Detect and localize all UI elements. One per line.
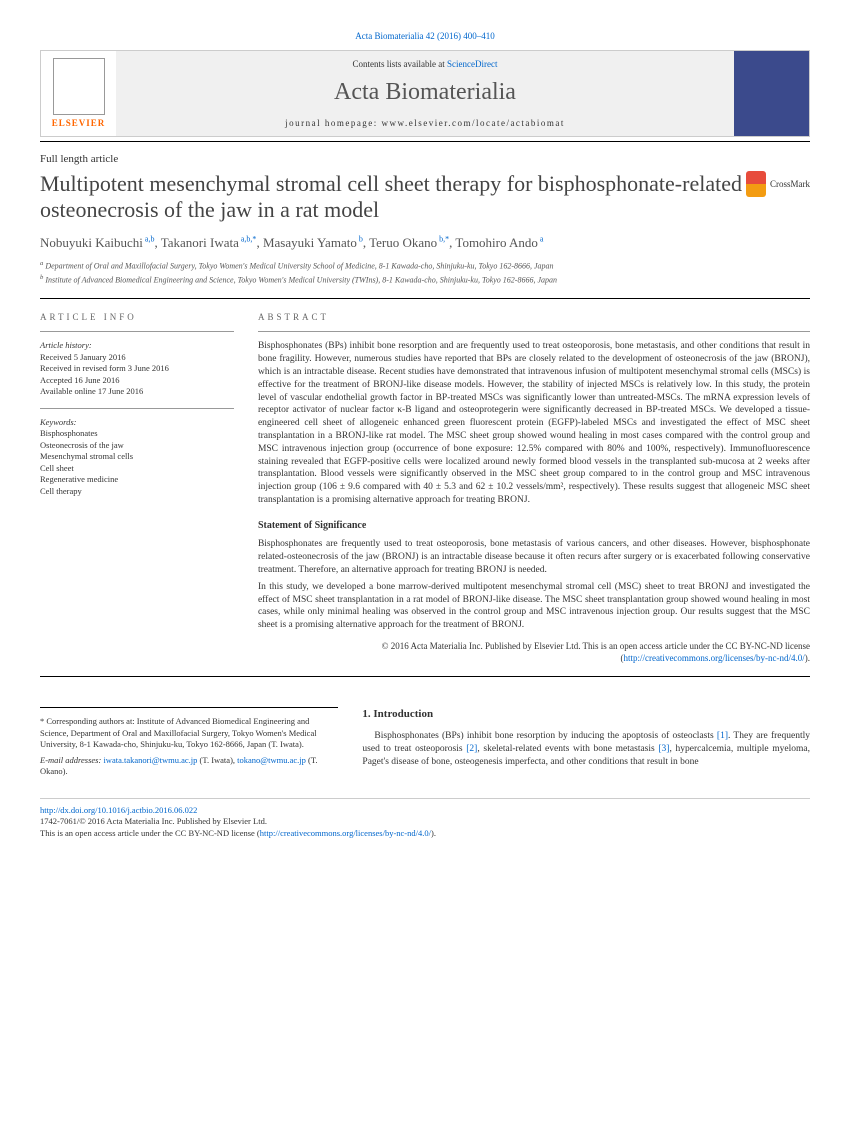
- publisher-label: ELSEVIER: [52, 117, 106, 129]
- affiliations: a Department of Oral and Maxillofacial S…: [40, 259, 810, 286]
- abstract-heading: ABSTRACT: [258, 311, 810, 323]
- abstract-text: Bisphosphonates (BPs) inhibit bone resor…: [258, 340, 810, 507]
- doi-link[interactable]: http://dx.doi.org/10.1016/j.actbio.2016.…: [40, 805, 197, 815]
- sciencedirect-link[interactable]: ScienceDirect: [447, 59, 497, 69]
- footer-license-link[interactable]: http://creativecommons.org/licenses/by-n…: [260, 828, 431, 838]
- abstract-column: ABSTRACT Bisphosphonates (BPs) inhibit b…: [258, 311, 810, 664]
- article-history: Article history: Received 5 January 2016…: [40, 340, 234, 397]
- introduction-column: 1. Introduction Bisphosphonates (BPs) in…: [362, 707, 810, 777]
- author-list: Nobuyuki Kaibuchi a,b, Takanori Iwata a,…: [40, 234, 810, 252]
- journal-cover-thumbnail: [734, 51, 809, 136]
- corresponding-author-block: * Corresponding authors at: Institute of…: [40, 707, 338, 777]
- crossmark-icon: [746, 171, 766, 197]
- publisher-logo-box: ELSEVIER: [41, 51, 116, 136]
- journal-homepage: journal homepage: www.elsevier.com/locat…: [116, 117, 734, 129]
- article-info-heading: ARTICLE INFO: [40, 311, 234, 323]
- page-footer: http://dx.doi.org/10.1016/j.actbio.2016.…: [40, 798, 810, 839]
- citation-header: Acta Biomaterialia 42 (2016) 400–410: [40, 30, 810, 42]
- info-abstract-row: ARTICLE INFO Article history: Received 5…: [40, 298, 810, 677]
- intro-section: * Corresponding authors at: Institute of…: [40, 707, 810, 777]
- email-link-1[interactable]: iwata.takanori@twmu.ac.jp: [103, 755, 197, 765]
- significance-heading: Statement of Significance: [258, 519, 810, 533]
- citation-link[interactable]: Acta Biomaterialia 42 (2016) 400–410: [355, 31, 494, 41]
- elsevier-tree-icon: [53, 58, 105, 115]
- email-link-2[interactable]: tokano@twmu.ac.jp: [237, 755, 306, 765]
- significance-text: Bisphosphonates are frequently used to t…: [258, 538, 810, 632]
- contents-available-line: Contents lists available at ScienceDirec…: [116, 58, 734, 70]
- copyright-line: © 2016 Acta Materialia Inc. Published by…: [258, 640, 810, 664]
- license-link[interactable]: http://creativecommons.org/licenses/by-n…: [623, 653, 804, 663]
- introduction-heading: 1. Introduction: [362, 707, 810, 722]
- journal-banner: ELSEVIER Contents lists available at Sci…: [40, 50, 810, 137]
- banner-center: Contents lists available at ScienceDirec…: [116, 58, 734, 129]
- crossmark-badge[interactable]: CrossMark: [746, 171, 810, 197]
- article-info-column: ARTICLE INFO Article history: Received 5…: [40, 311, 234, 664]
- keywords-block: Keywords: BisphosphonatesOsteonecrosis o…: [40, 417, 234, 497]
- divider: [40, 141, 810, 142]
- article-type: Full length article: [40, 152, 810, 167]
- journal-name: Acta Biomaterialia: [116, 76, 734, 108]
- article-title: Multipotent mesenchymal stromal cell she…: [40, 171, 746, 224]
- introduction-text: Bisphosphonates (BPs) inhibit bone resor…: [362, 730, 810, 768]
